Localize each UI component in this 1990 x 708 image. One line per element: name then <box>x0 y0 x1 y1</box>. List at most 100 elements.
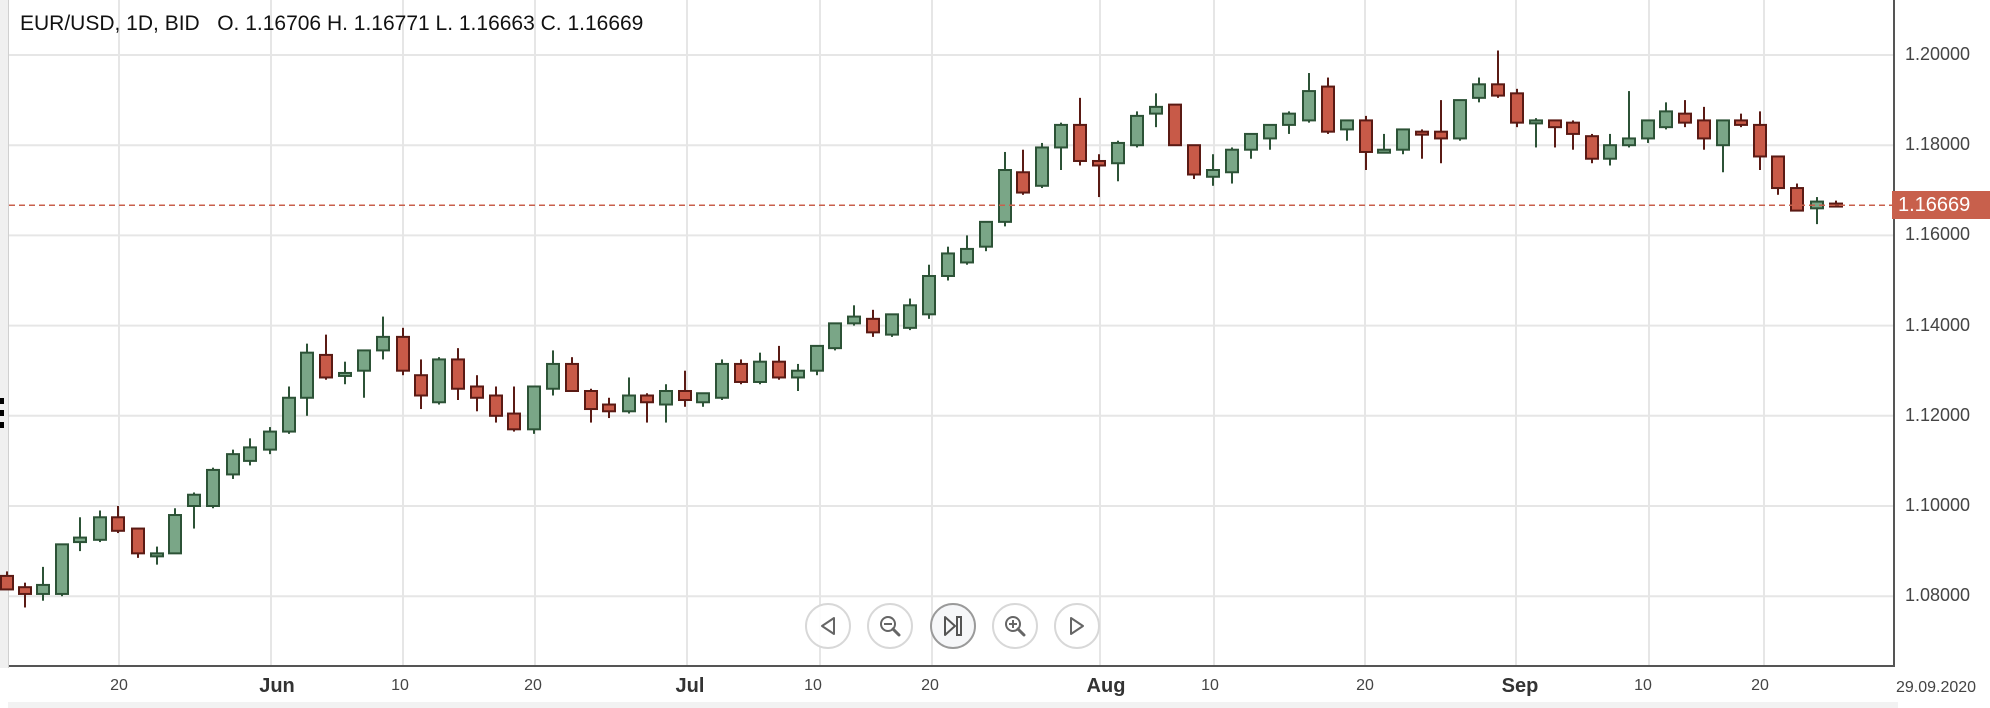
bearish-candle <box>1510 88 1524 128</box>
bullish-candle <box>168 508 182 555</box>
bullish-candle <box>810 344 824 376</box>
y-axis-tick: 1.18000 <box>1905 134 1971 155</box>
bullish-candle <box>979 220 993 252</box>
bullish-candle <box>1377 133 1391 154</box>
bullish-candle <box>903 298 917 331</box>
bearish-candle <box>1678 100 1692 128</box>
current-price-label: 1.16669 <box>1892 191 1990 220</box>
bullish-candle <box>300 343 314 416</box>
bullish-candle <box>1340 119 1354 141</box>
bullish-candle <box>1472 77 1486 103</box>
bullish-candle <box>1659 102 1673 130</box>
bullish-candle <box>1302 73 1316 123</box>
candles <box>0 50 1843 608</box>
bearish-candle <box>131 527 145 558</box>
zoom-in-icon <box>1005 616 1026 637</box>
bullish-candle <box>622 377 636 414</box>
end-date-label: 29.09.2020 <box>1896 679 1977 696</box>
bearish-candle <box>1168 103 1182 147</box>
edge-grip-mark[interactable] <box>0 422 4 428</box>
bullish-candle <box>715 359 729 401</box>
scroll-left-button[interactable] <box>805 603 851 649</box>
zoom-in-button[interactable] <box>992 603 1038 649</box>
bearish-candle <box>640 393 654 423</box>
bullish-candle <box>36 566 50 601</box>
bullish-candle <box>432 357 446 405</box>
x-axis-tick: 10 <box>1634 677 1652 694</box>
bullish-candle <box>150 546 164 565</box>
y-axis-tick: 1.12000 <box>1905 404 1971 425</box>
bearish-candle <box>565 357 579 392</box>
bearish-candle <box>111 506 125 534</box>
bullish-candle <box>1453 99 1467 141</box>
bullish-candle <box>1603 133 1617 166</box>
x-axis-tick: 20 <box>524 677 542 694</box>
bearish-candle <box>489 386 503 423</box>
y-axis-tick: 1.10000 <box>1905 495 1971 515</box>
zoom-out-icon <box>880 616 901 637</box>
bullish-candle <box>753 352 767 385</box>
bearish-candle <box>678 370 692 407</box>
bearish-candle <box>602 397 616 419</box>
bullish-candle <box>922 264 936 319</box>
edge-grip-mark[interactable] <box>0 410 4 416</box>
bullish-candle <box>1282 111 1296 134</box>
bullish-candle <box>960 235 974 265</box>
bearish-candle <box>1073 97 1087 166</box>
bullish-candle <box>1529 118 1543 148</box>
bearish-candle <box>319 334 333 380</box>
x-axis-tick: 10 <box>391 677 409 694</box>
bearish-candle <box>1790 183 1804 212</box>
scrollbar-track[interactable] <box>8 702 1898 708</box>
triangle-left-icon <box>821 617 835 635</box>
bullish-candle <box>1622 91 1636 148</box>
bullish-candle <box>55 543 69 597</box>
bullish-candle <box>1810 197 1824 225</box>
bearish-candle <box>734 359 748 385</box>
y-axis-tick: 1.08000 <box>1905 585 1971 606</box>
x-axis-month-label: Jul <box>675 675 705 697</box>
x-axis-tick: 20 <box>921 677 939 694</box>
bearish-candle <box>1359 115 1373 171</box>
x-axis-month-label: Sep <box>1501 675 1539 697</box>
bullish-candle <box>1716 119 1730 173</box>
bullish-candle <box>1206 154 1220 186</box>
bearish-candle <box>470 375 484 412</box>
bearish-candle <box>1491 50 1505 98</box>
bearish-candle <box>1771 155 1785 195</box>
bullish-candle <box>282 386 296 434</box>
bearish-candle <box>866 309 880 337</box>
bearish-candle <box>1753 111 1767 171</box>
bearish-candle <box>1321 77 1335 134</box>
bullish-candle <box>73 517 87 552</box>
bullish-candle <box>1111 140 1125 182</box>
bearish-candle <box>396 327 410 376</box>
x-axis-tick: 10 <box>1201 677 1219 694</box>
bullish-candle <box>1396 128 1410 155</box>
bearish-candle <box>0 571 14 591</box>
bearish-candle <box>451 348 465 401</box>
bullish-candle <box>357 349 371 398</box>
bullish-candle <box>527 385 541 434</box>
edge-grip-mark[interactable] <box>0 398 4 404</box>
bullish-candle <box>243 438 257 466</box>
bullish-candle <box>659 384 673 423</box>
reset-to-latest-button[interactable] <box>930 603 976 649</box>
bearish-candle <box>772 345 786 380</box>
bullish-candle <box>1263 123 1277 150</box>
gridlines <box>9 0 1894 666</box>
bearish-candle <box>1415 129 1429 159</box>
bullish-candle <box>791 363 805 391</box>
triangle-right-icon <box>1070 617 1084 635</box>
bullish-candle <box>1225 147 1239 184</box>
x-axis-tick: 20 <box>1356 677 1374 694</box>
bullish-candle <box>1035 142 1049 189</box>
x-axis-month-label: Jun <box>259 675 295 697</box>
bearish-candle <box>18 582 32 608</box>
bullish-candle <box>226 449 240 479</box>
scroll-right-button[interactable] <box>1054 603 1100 649</box>
chart-title: EUR/USD, 1D, BID O. 1.16706 H. 1.16771 L… <box>20 12 644 35</box>
zoom-out-button[interactable] <box>867 603 913 649</box>
y-axis-tick: 1.14000 <box>1905 314 1971 335</box>
